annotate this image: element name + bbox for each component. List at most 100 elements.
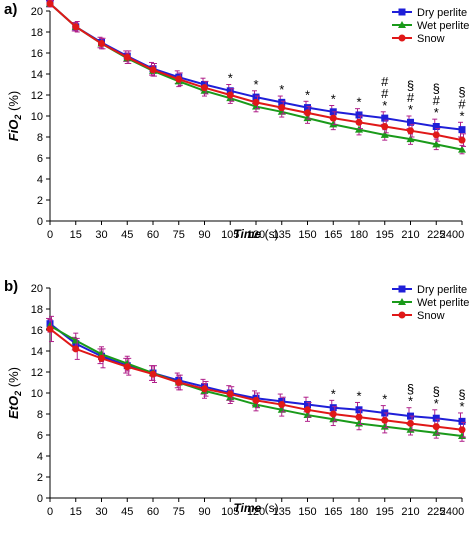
x-tick-label: 2400: [440, 506, 464, 518]
significance-mark: *: [434, 105, 439, 120]
y-tick-label: 14: [31, 69, 43, 81]
y-axis-label-sub: 2: [13, 391, 23, 397]
data-point: [252, 93, 260, 101]
significance-mark: *: [434, 396, 439, 411]
significance-mark: *: [331, 92, 336, 107]
y-tick-label: 2: [37, 195, 43, 207]
x-tick-label: 195: [376, 506, 394, 518]
significance-mark: *: [253, 77, 258, 92]
y-tick-label: 8: [37, 132, 43, 144]
data-point: [226, 390, 234, 398]
data-point: [72, 23, 80, 31]
significance-mark: *: [228, 71, 233, 86]
x-tick-label: 2400: [440, 229, 464, 241]
x-axis-label-var: Time: [233, 227, 261, 241]
y-axis-label-unit: (%): [6, 367, 21, 391]
data-point: [252, 98, 260, 106]
significance-mark: §: [458, 84, 465, 99]
significance-mark: *: [305, 87, 310, 102]
x-tick-label: 135: [273, 506, 291, 518]
x-tick-label: 150: [298, 506, 316, 518]
x-tick-label: 90: [198, 229, 210, 241]
data-point: [278, 98, 286, 106]
data-point: [355, 118, 363, 126]
legend-label: Dry perlite: [417, 284, 467, 296]
series-square: [46, 0, 466, 138]
x-tick-label: 30: [95, 229, 107, 241]
y-tick-label: 12: [31, 367, 43, 379]
data-point: [201, 385, 208, 393]
significance-mark: #: [433, 93, 441, 108]
significance-mark: §: [433, 81, 440, 96]
data-point: [226, 87, 234, 95]
x-tick-label: 180: [350, 229, 368, 241]
significance-mark: §: [433, 384, 440, 399]
data-point: [329, 114, 337, 122]
x-tick-label: 225: [427, 506, 445, 518]
y-tick-label: 12: [31, 90, 43, 102]
y-axis-label-var: FiO: [6, 120, 21, 142]
x-tick-label: 120: [247, 506, 265, 518]
data-point: [175, 379, 183, 386]
significance-mark: *: [356, 388, 361, 403]
x-tick-label: 120: [247, 229, 265, 241]
data-point: [252, 396, 260, 404]
data-point: [458, 126, 466, 134]
significance-mark: §: [407, 78, 414, 93]
y-tick-label: 6: [37, 153, 43, 165]
data-point: [458, 426, 466, 434]
significance-mark: *: [408, 102, 413, 117]
significance-mark: *: [382, 392, 387, 407]
y-tick-label: 16: [31, 48, 43, 60]
data-point: [123, 53, 131, 61]
data-point: [278, 104, 286, 112]
data-point: [355, 111, 363, 119]
y-tick-label: 14: [31, 346, 43, 358]
data-point: [98, 354, 105, 362]
data-point: [98, 40, 105, 48]
y-tick-label: 20: [31, 6, 43, 18]
x-tick-label: 60: [147, 229, 159, 241]
significance-mark: *: [459, 108, 464, 123]
y-axis-label: FiO2 (%): [6, 91, 23, 142]
x-tick-label: 165: [324, 506, 342, 518]
data-point: [381, 114, 389, 122]
legend-label: Wet perlite: [417, 297, 469, 309]
series-line: [49, 324, 463, 438]
data-point: [432, 131, 440, 139]
y-axis-label: EtO2 (%): [6, 367, 23, 419]
significance-mark: *: [331, 386, 336, 401]
data-point: [355, 125, 363, 133]
x-tick-label: 210: [401, 229, 419, 241]
y-axis-label-unit: (%): [6, 91, 21, 115]
x-tick-label: 75: [173, 229, 185, 241]
legend-label: Snow: [417, 310, 445, 322]
y-axis-label-sub: 2: [13, 115, 23, 121]
chart-panel-1: a) 0 2 4 6 8 10 12 14 16 18 20 0 15 30 45 60 75 90 105 120 13…: [4, 0, 469, 241]
significance-mark: *: [279, 82, 284, 97]
data-point: [175, 75, 183, 83]
legend-marker: [398, 298, 406, 305]
significance-mark: #: [381, 74, 389, 89]
data-point: [46, 0, 54, 8]
data-point: [381, 416, 389, 424]
data-point: [123, 363, 131, 371]
data-point: [458, 145, 466, 153]
data-point: [380, 130, 389, 138]
data-point: [201, 84, 208, 92]
data-point: [278, 401, 286, 409]
significance-mark: *: [382, 98, 387, 113]
legend-marker: [398, 21, 406, 28]
y-tick-label: 20: [31, 283, 43, 295]
y-tick-label: 10: [31, 388, 43, 400]
x-tick-label: 15: [70, 229, 82, 241]
data-point: [304, 109, 311, 117]
data-point: [304, 401, 311, 409]
y-tick-label: 4: [37, 451, 43, 463]
x-tick-label: 30: [95, 506, 107, 518]
x-tick-label: 105: [221, 229, 239, 241]
significance-mark: #: [458, 96, 466, 111]
data-point: [149, 370, 157, 378]
